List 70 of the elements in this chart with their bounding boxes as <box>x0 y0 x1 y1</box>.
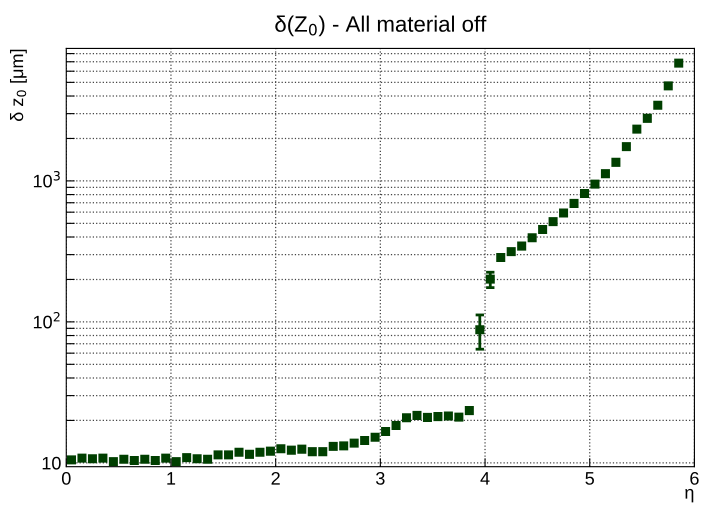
point <box>381 426 390 436</box>
point <box>506 247 516 256</box>
point <box>392 421 401 430</box>
point <box>119 454 128 464</box>
point <box>108 457 118 466</box>
point <box>182 453 192 462</box>
x-axis-title: η <box>685 488 694 502</box>
x-tick-label: 5 <box>585 472 594 485</box>
point <box>255 448 264 457</box>
point <box>402 413 412 422</box>
point <box>88 454 97 464</box>
point <box>570 198 579 208</box>
point <box>66 455 76 464</box>
point <box>192 454 202 464</box>
point <box>130 456 139 465</box>
point <box>642 114 652 123</box>
x-tick-label: 2 <box>272 472 280 485</box>
point <box>496 253 506 262</box>
point <box>266 446 275 456</box>
point <box>454 412 464 422</box>
point <box>632 124 642 134</box>
x-tick-label: 1 <box>167 472 176 485</box>
point <box>318 447 328 456</box>
point <box>77 454 86 463</box>
point <box>203 454 212 464</box>
point <box>224 450 234 460</box>
y-tick-label: 10$^{3}$ <box>34 171 60 188</box>
point <box>600 169 610 178</box>
point <box>360 436 370 446</box>
point <box>590 180 600 189</box>
point <box>611 158 620 167</box>
point <box>559 208 568 218</box>
x-tick-label: 6 <box>690 472 699 485</box>
point <box>433 412 442 422</box>
point <box>517 242 526 251</box>
point <box>464 406 474 416</box>
point <box>350 438 359 448</box>
point <box>297 444 306 454</box>
point <box>150 456 160 465</box>
chart-title: δ(Z$_{0}$) - All material off <box>275 16 486 36</box>
point <box>422 412 432 422</box>
point <box>244 450 254 459</box>
point <box>328 442 338 451</box>
point <box>444 411 453 421</box>
y-tick-label: 10$^{2}$ <box>34 312 60 328</box>
point <box>528 233 537 242</box>
point <box>98 454 108 463</box>
x-tick-label: 4 <box>480 472 490 485</box>
point <box>664 81 673 90</box>
point <box>276 444 286 454</box>
point <box>412 410 422 420</box>
point <box>172 457 181 466</box>
x-tick-label: 0 <box>62 472 71 485</box>
point <box>214 450 223 460</box>
point <box>161 454 170 463</box>
y-tick-label: 10 <box>42 456 61 470</box>
point <box>234 448 244 457</box>
point <box>548 217 558 226</box>
point <box>339 441 348 450</box>
point <box>674 58 684 68</box>
point <box>538 225 548 234</box>
point <box>286 446 296 455</box>
point <box>653 100 662 110</box>
point <box>140 454 150 464</box>
point <box>308 447 317 456</box>
x-tick-label: 3 <box>376 472 385 485</box>
point <box>580 188 590 198</box>
point <box>622 142 631 152</box>
y-axis-title: δ z$_{0}$ [μm] <box>10 50 27 121</box>
point <box>370 432 380 442</box>
